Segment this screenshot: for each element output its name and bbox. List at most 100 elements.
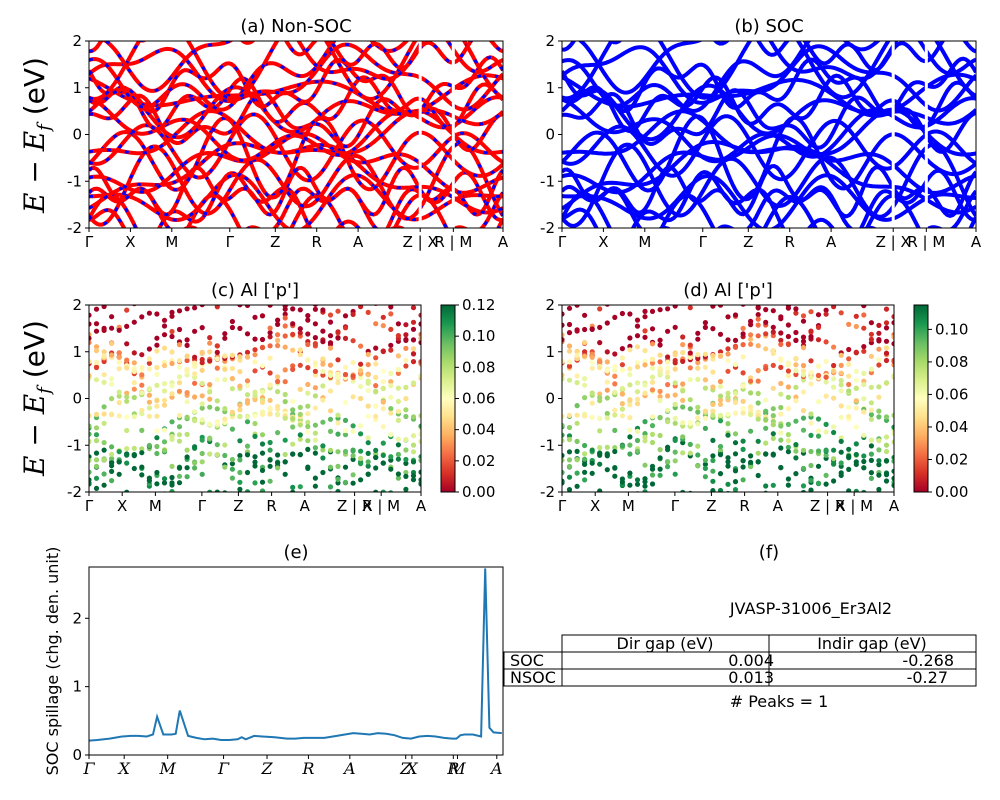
projection-point [627, 311, 633, 317]
projection-point [665, 444, 671, 450]
projection-point [275, 460, 281, 466]
projection-point [891, 458, 894, 464]
projection-point [702, 457, 709, 463]
projection-point [259, 411, 266, 417]
projection-point [597, 488, 603, 492]
projection-point [101, 411, 107, 417]
projection-point [222, 331, 228, 337]
projection-point [649, 431, 656, 437]
projection-point [395, 385, 401, 391]
projection-point [373, 345, 379, 351]
xtick-label: Z [743, 233, 753, 251]
projection-point [350, 456, 356, 462]
projection-point [132, 293, 137, 298]
projection-point [320, 328, 326, 334]
projection-point [131, 360, 137, 366]
projection-point [275, 465, 281, 471]
projection-point [612, 351, 618, 357]
projection-point [395, 471, 401, 477]
projection-point [748, 332, 754, 338]
projection-point [665, 278, 670, 283]
projection-point [619, 391, 626, 397]
projection-point [192, 328, 198, 334]
projection-point [868, 437, 875, 443]
projection-point [131, 414, 137, 420]
projection-point [237, 438, 243, 444]
nonsoc-band-dash [89, 85, 503, 139]
projection-point [124, 299, 129, 304]
projection-point [604, 349, 610, 355]
colorbar-tick-label: 0.04 [462, 421, 495, 439]
projection-point [161, 345, 168, 351]
projection-point [710, 401, 716, 407]
projection-point [876, 297, 881, 302]
projection-point [161, 397, 168, 403]
projection-point [793, 337, 799, 343]
projection-point [214, 489, 220, 492]
projection-point [823, 452, 829, 458]
projection-point [131, 350, 137, 356]
projection-point [846, 280, 851, 285]
projection-point [876, 408, 882, 414]
projection-point [868, 475, 875, 481]
projection-point [627, 335, 633, 341]
projection-point [582, 461, 588, 467]
projection-point [831, 284, 836, 289]
projection-point [101, 440, 107, 446]
projection-point [267, 370, 273, 376]
projection-point [589, 414, 595, 420]
projection-point [770, 406, 776, 412]
projection-point [582, 376, 588, 382]
projection-point [305, 446, 311, 452]
projection-point [124, 390, 130, 396]
projection-point [267, 457, 273, 463]
projection-point [222, 416, 228, 422]
panel-e-xticks: Γ X M Γ Z R A ZX RM A [82, 755, 503, 778]
projection-point [785, 444, 792, 450]
projection-point [665, 369, 671, 375]
projection-point [244, 469, 251, 476]
projection-point [161, 476, 168, 482]
projection-point [725, 421, 731, 427]
projection-point [116, 471, 122, 477]
projection-point [192, 371, 198, 377]
projection-point [328, 499, 333, 504]
ytick-label: 0 [72, 126, 82, 144]
projection-point [876, 330, 882, 336]
projection-point [838, 438, 844, 444]
projection-point [403, 363, 409, 369]
projection-point [725, 314, 731, 320]
projection-point [358, 286, 363, 291]
projection-point [252, 463, 258, 469]
projection-point [703, 523, 708, 528]
projection-point [93, 457, 100, 463]
projection-point [388, 305, 394, 310]
projection-point [229, 466, 235, 472]
projection-point [838, 352, 844, 358]
projection-point [350, 394, 356, 400]
projection-point [672, 415, 678, 421]
projection-point [831, 447, 837, 453]
projection-point [717, 471, 724, 477]
xtick-label: X [598, 233, 608, 251]
projection-point [861, 284, 866, 289]
projection-point [604, 395, 610, 401]
projection-point [657, 432, 663, 439]
xtick-label: Γ [226, 233, 235, 251]
projection-point [695, 356, 701, 362]
projection-point [725, 481, 731, 487]
projection-point [403, 332, 409, 338]
projection-point [192, 354, 198, 360]
projection-point [93, 432, 100, 438]
projection-point [793, 418, 799, 424]
projection-point [891, 424, 894, 430]
ytick-label: 1 [72, 343, 82, 361]
projection-point [808, 432, 814, 438]
projection-point [582, 349, 588, 355]
projection-point [418, 339, 421, 346]
projection-point [574, 438, 580, 444]
projection-point [680, 334, 686, 340]
projection-point [259, 345, 266, 351]
panel-a-title: (a) Non-SOC [240, 16, 351, 37]
